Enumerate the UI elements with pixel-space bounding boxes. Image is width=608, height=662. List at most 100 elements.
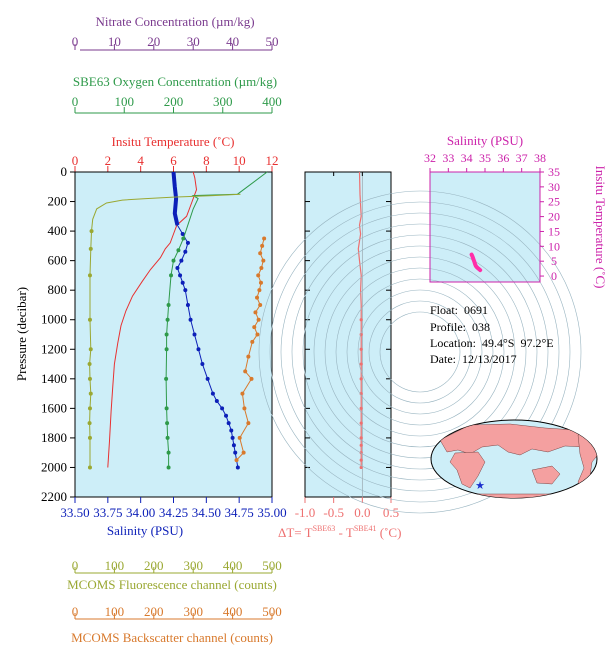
- backscatter-point: [257, 288, 262, 293]
- fluorescence-point: [87, 406, 92, 411]
- oxygen-point: [165, 421, 170, 426]
- ts-x-tick-label: 32: [424, 151, 436, 165]
- oxygen-point: [164, 406, 169, 411]
- ts-y-tick-label: 0: [551, 269, 557, 283]
- salinity-point: [233, 450, 238, 455]
- fluorescence-point: [87, 421, 92, 426]
- ts-density-contour: [346, 278, 494, 426]
- ts-density-contour: [357, 289, 483, 415]
- salinity-point: [188, 317, 193, 322]
- salinity-thick-line: [171, 171, 180, 226]
- temperature-tick-label: 8: [203, 153, 210, 168]
- ts-density-contour: [313, 245, 527, 459]
- backscatter-point: [252, 325, 257, 330]
- oxygen-point: [166, 302, 171, 307]
- nitrate-axis-ticks: 0 10 20 30 40 50: [72, 34, 279, 50]
- backscatter-axis-title: MCOMS Backscatter channel (counts): [71, 630, 273, 645]
- temperature-line: [107, 171, 198, 468]
- fluorescence-axis-title: MCOMS Fluorescence channel (counts): [67, 577, 277, 592]
- fluorescence-point: [88, 391, 93, 396]
- backscatter-point: [242, 406, 247, 411]
- fluorescence-point: [87, 317, 92, 322]
- temperature-tick-label: 2: [105, 153, 112, 168]
- ts-density-contour: [324, 256, 516, 448]
- nitrate-tick-label: 30: [187, 34, 200, 49]
- salinity-point: [175, 266, 180, 271]
- ts-density-contour: [280, 212, 560, 492]
- ts-salinity-title: Salinity (PSU): [447, 133, 523, 148]
- backscatter-point: [256, 317, 261, 322]
- temperature-tick-label: 10: [233, 153, 246, 168]
- ts-x-tick-label: 36: [497, 151, 509, 165]
- fluorescence-tick-label: 500: [262, 558, 282, 573]
- ts-y-tick-label: 5: [551, 254, 557, 268]
- salinity-tick-label: 33.75: [93, 505, 122, 520]
- profile-number: Profile: 038: [430, 320, 490, 334]
- salinity-point: [179, 258, 184, 263]
- ts-density-contour: [258, 190, 582, 514]
- ts-series: [469, 252, 483, 273]
- delta-t-point: [359, 421, 363, 425]
- backscatter-point: [258, 302, 263, 307]
- pressure-tick-label: 200: [48, 194, 68, 209]
- delta-t-point: [359, 443, 363, 447]
- oxygen-tick-label: 400: [262, 94, 282, 109]
- pressure-tick-label: 2000: [41, 459, 67, 474]
- pressure-tick-label: 1400: [41, 371, 67, 386]
- pressure-tick-label: 1800: [41, 430, 67, 445]
- ts-density-contour: [291, 223, 549, 481]
- backscatter-tick-label: 200: [144, 604, 164, 619]
- ts-y-tick-label: 20: [548, 210, 560, 224]
- fluorescence-line: [89, 193, 241, 468]
- pressure-tick-label: 1600: [41, 400, 67, 415]
- ts-x-tick-label: 34: [461, 151, 473, 165]
- delta-t-series: [357, 171, 363, 497]
- backscatter-tick-label: 300: [183, 604, 203, 619]
- pressure-axis-title: Pressure (decibar): [14, 287, 29, 381]
- oxygen-point: [181, 236, 186, 241]
- float-location-marker: ★: [475, 480, 485, 492]
- ts-y-tick-label: 35: [548, 165, 560, 179]
- salinity-axis-ticks: 33.50 33.75 34.00 34.25 34.50 34.75 35.00: [60, 497, 287, 520]
- oxygen-tick-label: 100: [115, 94, 135, 109]
- salinity-axis-title: Salinity (PSU): [107, 523, 183, 538]
- temperature-axis-title: Insitu Temperature (˚C): [111, 134, 234, 149]
- salinity-point: [196, 347, 201, 352]
- temperature-tick-label: 12: [266, 153, 279, 168]
- backscatter-point: [241, 450, 246, 455]
- salinity-point: [210, 391, 215, 396]
- ts-y-tick-label: 30: [548, 180, 560, 194]
- backscatter-point: [256, 273, 261, 278]
- fluorescence-tick-label: 400: [223, 558, 243, 573]
- salinity-tick-label: 33.50: [60, 505, 89, 520]
- pressure-tick-label: 800: [48, 282, 68, 297]
- oxygen-point: [169, 273, 174, 278]
- oxygen-point: [166, 465, 171, 470]
- ts-plot-border: [429, 171, 541, 283]
- backscatter-point: [246, 421, 251, 426]
- fluorescence-point: [89, 229, 94, 234]
- pressure-tick-label: 0: [61, 164, 68, 179]
- fluorescence-tick-label: 200: [144, 558, 164, 573]
- fluorescence-point: [88, 347, 93, 352]
- backscatter-point: [262, 236, 267, 241]
- delta-t-tick-label: -0.5: [323, 505, 344, 520]
- backscatter-point: [234, 458, 239, 463]
- nitrate-tick-label: 20: [147, 34, 160, 49]
- main-plot-series: [87, 171, 268, 470]
- salinity-point: [214, 398, 219, 403]
- salinity-tick-label: 34.50: [192, 505, 221, 520]
- fluorescence-point: [87, 465, 92, 470]
- ts-salinity-ticks: 32 33 34 35 36 37 38: [424, 151, 546, 172]
- backscatter-point: [258, 251, 263, 256]
- ts-density-contour: [302, 234, 538, 470]
- map-land-australia: [531, 465, 561, 485]
- salinity-point: [235, 465, 240, 470]
- delta-t-tick-label: 0.0: [354, 505, 370, 520]
- float-location: Location: 49.4°S 97.2°E: [430, 336, 554, 350]
- salinity-point: [229, 428, 234, 433]
- ts-density-contour: [379, 311, 461, 393]
- delta-t-point: [359, 465, 363, 470]
- fluorescence-tick-label: 100: [105, 558, 125, 573]
- backscatter-point: [255, 332, 260, 337]
